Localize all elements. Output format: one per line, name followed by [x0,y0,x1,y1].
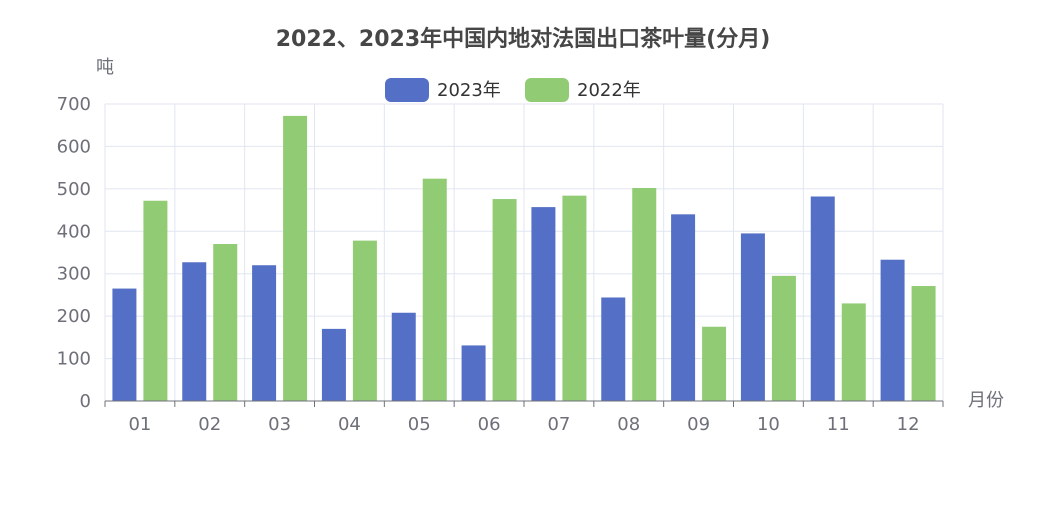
grid-lines [104,103,944,401]
bar-03-2022年[interactable] [283,115,308,401]
x-tick-label: 07 [547,414,570,435]
x-axis: 01 02 03 04 05 06 07 08 09 10 11 12 [104,400,944,435]
bar-10-2023年[interactable] [740,233,765,401]
bar-05-2023年[interactable] [391,312,416,401]
bar-04-2022年[interactable] [352,240,377,401]
bar-05-2022年[interactable] [422,178,447,401]
y-tick-label: 400 [57,221,91,242]
bar-03-2023年[interactable] [252,265,277,401]
x-tick-label: 06 [478,414,501,435]
bar-02-2022年[interactable] [213,244,238,401]
bars [112,115,936,401]
series-2023年 [112,196,905,401]
series-2022年 [143,115,936,401]
bar-09-2023年[interactable] [671,214,696,401]
x-tick-label: 02 [198,414,221,435]
legend: 2023年 2022年 [385,78,641,102]
bar-02-2023年[interactable] [182,262,207,401]
x-tick-label: 05 [408,414,431,435]
bar-06-2023年[interactable] [461,345,486,401]
x-tick-label: 01 [128,414,151,435]
bar-08-2023年[interactable] [601,297,626,401]
x-tick-label: 11 [827,414,850,435]
bar-04-2023年[interactable] [321,328,346,401]
x-tick-label: 04 [338,414,361,435]
bar-01-2022年[interactable] [143,200,168,401]
y-tick-label: 100 [57,349,91,370]
x-tick-label: 12 [897,414,920,435]
x-axis-title: 月份 [968,390,1004,411]
bar-10-2022年[interactable] [771,275,796,401]
x-tick-label: 08 [617,414,640,435]
bar-07-2023年[interactable] [531,207,556,401]
bar-01-2023年[interactable] [112,288,137,401]
bar-09-2022年[interactable] [702,326,727,401]
bar-06-2022年[interactable] [492,199,517,401]
chart-title: 2022、2023年中国内地对法国出口茶叶量(分月) [276,26,771,52]
legend-label: 2023年 [437,80,501,101]
legend-swatch [385,78,429,102]
legend-swatch [525,78,569,102]
y-axis-title: 吨 [96,57,114,78]
x-tick-label: 10 [757,414,780,435]
y-axis-ticks: 0 100 200 300 400 500 600 700 [57,94,91,412]
y-tick-label: 700 [57,94,91,115]
y-tick-label: 200 [57,306,91,327]
bar-12-2022年[interactable] [911,286,936,401]
bar-07-2022年[interactable] [562,195,587,401]
x-tick-label: 03 [268,414,291,435]
legend-item[interactable]: 2022年 [525,78,641,102]
y-tick-label: 600 [57,136,91,157]
bar-12-2023年[interactable] [880,259,905,401]
bar-11-2022年[interactable] [841,303,866,401]
legend-label: 2022年 [577,80,641,101]
bar-08-2022年[interactable] [632,188,657,401]
y-tick-label: 0 [80,391,91,412]
x-tick-label: 09 [687,414,710,435]
y-tick-label: 500 [57,179,91,200]
y-tick-label: 300 [57,264,91,285]
legend-item[interactable]: 2023年 [385,78,501,102]
bar-11-2023年[interactable] [810,196,835,401]
